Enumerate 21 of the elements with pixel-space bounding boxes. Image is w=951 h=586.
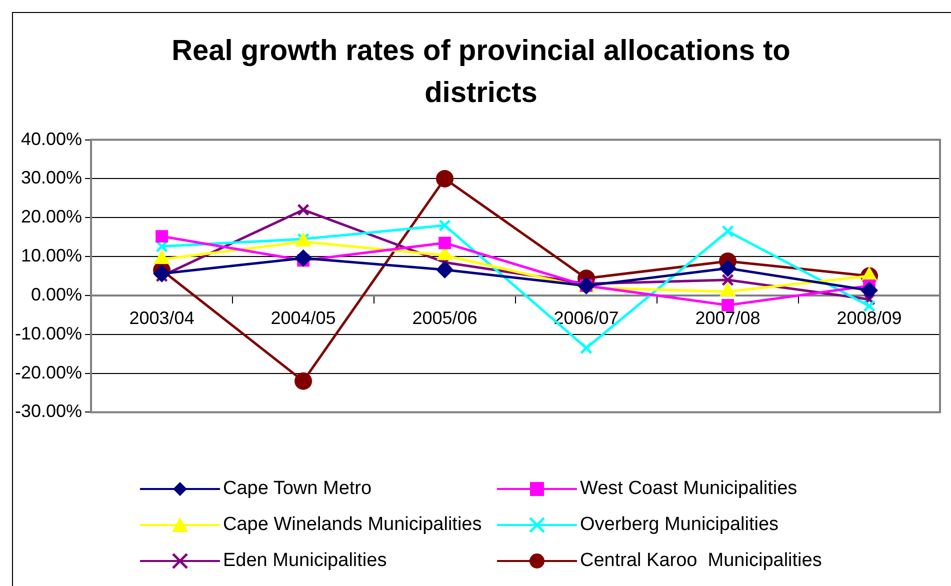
y-tick-label: 10.00% — [20, 246, 82, 266]
legend-label: Overberg Municipalities — [580, 514, 779, 536]
x-tick-label: 2005/06 — [412, 308, 478, 328]
y-tick-label: -20.00% — [14, 362, 82, 382]
y-tick-label: -30.00% — [14, 401, 82, 422]
legend-label: Cape Town Metro — [223, 478, 372, 500]
x-tick-label: 2008/09 — [836, 308, 902, 328]
legend-label: Eden Municipalities — [223, 550, 387, 572]
y-tick-label: 40.00% — [20, 128, 82, 149]
x-tick-label: 2006/07 — [554, 308, 619, 328]
legend-label: West Coast Municipalities — [580, 478, 798, 500]
x-tick-label: 2004/05 — [270, 308, 336, 328]
x-tick-label: 2007/08 — [695, 308, 760, 328]
legend-label: Central Karoo Municipalities — [580, 550, 822, 572]
chart-title: Real growth rates of provincial allocations to districts — [170, 34, 792, 111]
y-tick-label: -10.00% — [14, 323, 82, 344]
x-tick-label: 2003/04 — [129, 308, 194, 328]
y-tick-label: 20.00% — [20, 206, 82, 227]
y-tick-label: 0.00% — [30, 284, 82, 304]
y-tick-label: 30.00% — [20, 168, 82, 188]
legend-label: Cape Winelands Municipalities — [223, 514, 482, 536]
